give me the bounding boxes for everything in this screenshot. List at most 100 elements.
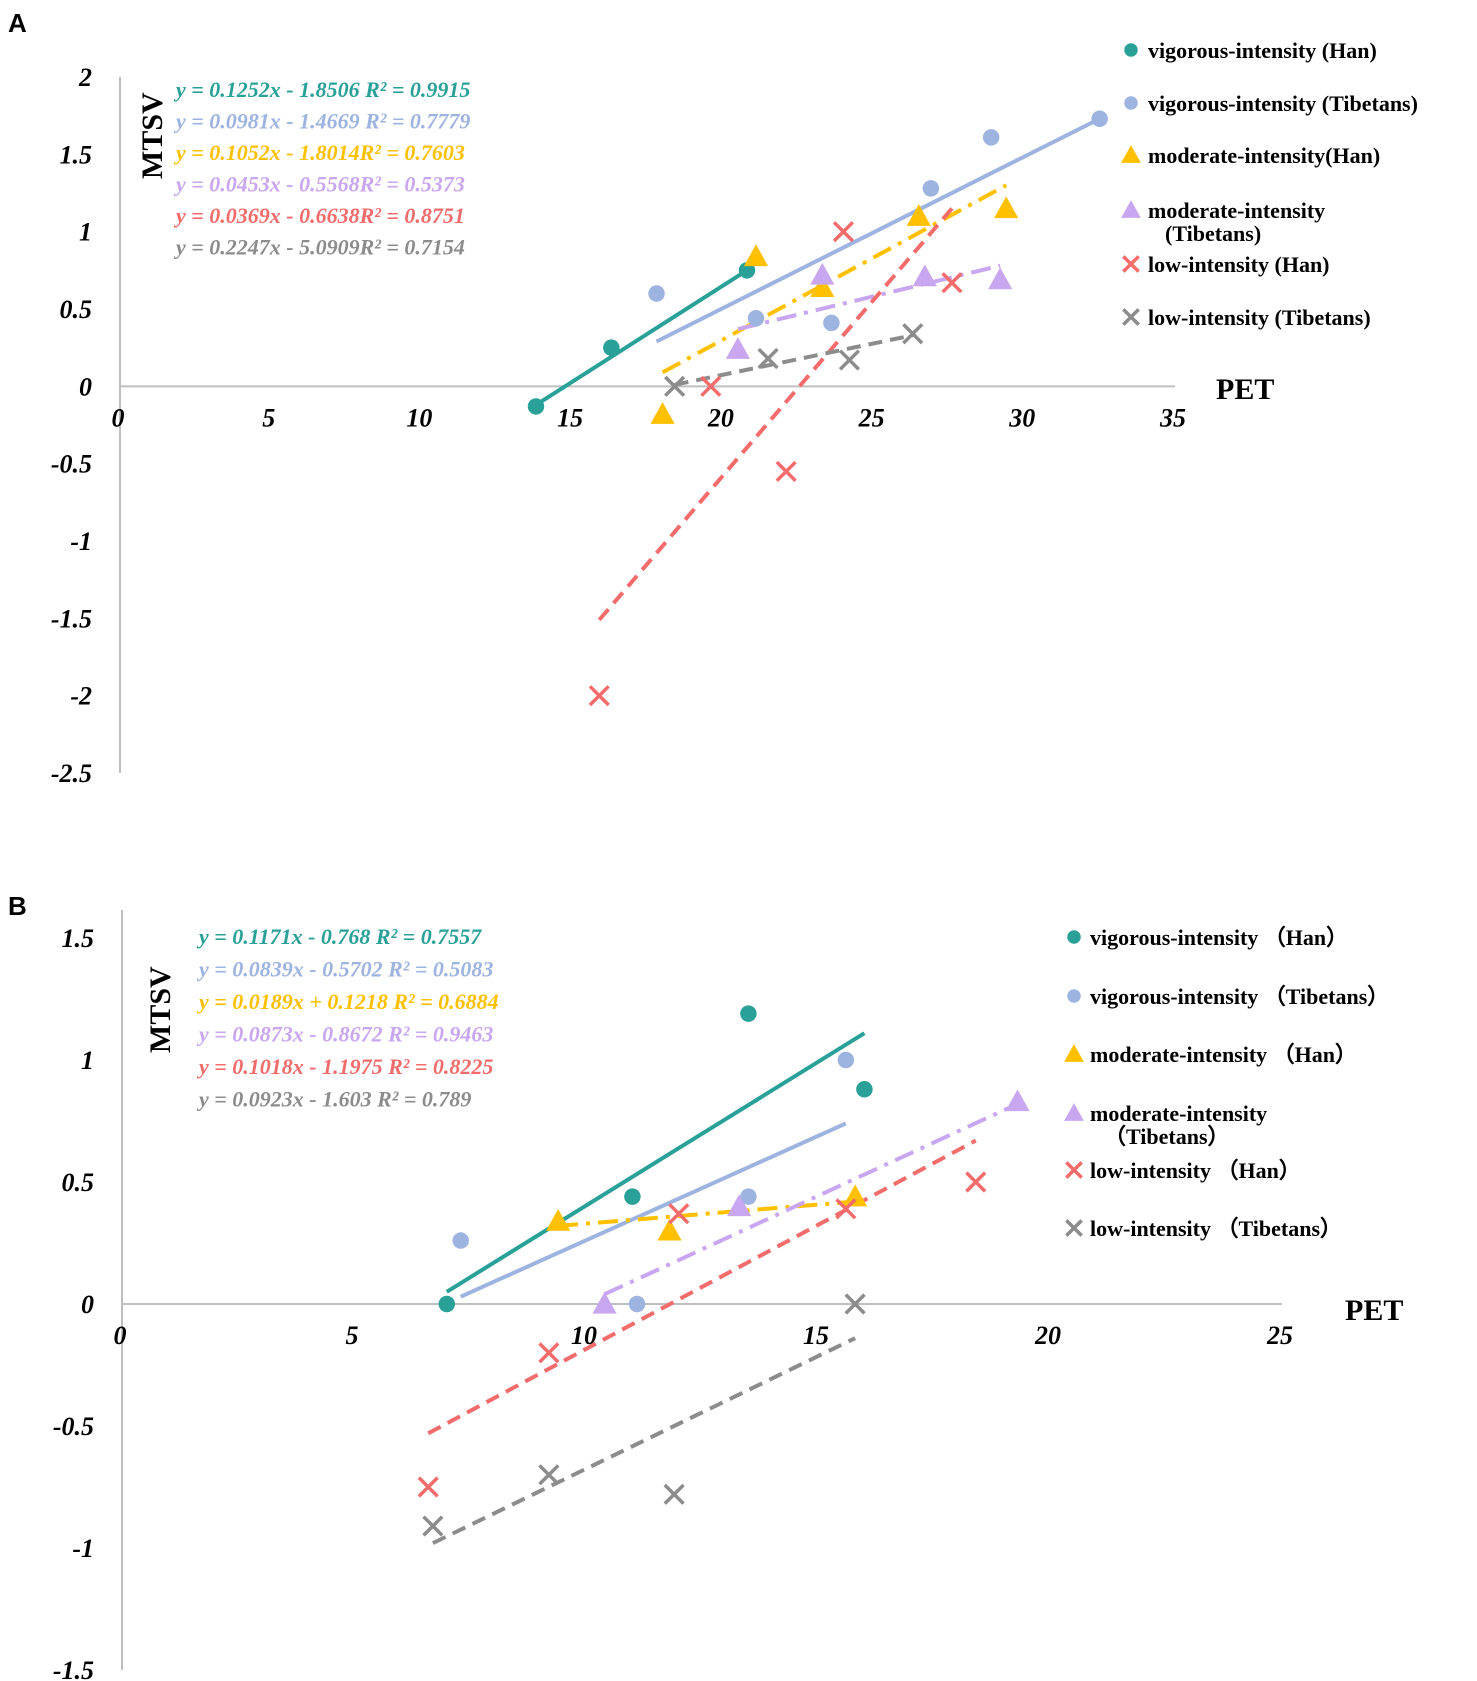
y-tick-label: -1: [70, 527, 92, 556]
y-tick-label: -1.5: [53, 1656, 94, 1681]
legend-label-continued: (Tibetans): [1165, 221, 1261, 246]
data-point-series-2: [628, 1295, 646, 1313]
data-point-series-5: [700, 375, 722, 397]
data-point-series-4: [988, 267, 1013, 290]
trendline-equation: y = 0.0873x - 0.8672 R² = 0.9463: [196, 1022, 493, 1047]
data-point-series-4: [912, 264, 937, 287]
trendline-equation: y = 0.2247x - 5.0909R² = 0.7154: [173, 235, 465, 260]
data-point-series-3: [546, 1208, 571, 1231]
data-point-series-2: [1091, 110, 1108, 128]
trendline-equation: y = 0.1052x - 1.8014R² = 0.7603: [173, 140, 465, 165]
legend-marker: [1067, 989, 1081, 1003]
legend-label: moderate-intensity: [1090, 1101, 1267, 1126]
data-point-series-2: [922, 180, 940, 197]
data-point-series-3: [657, 1218, 682, 1241]
data-point-series-3: [810, 275, 835, 298]
legend-label: moderate-intensity: [1148, 198, 1325, 223]
data-point-series-1: [740, 1005, 757, 1022]
data-point-series-1: [527, 398, 545, 415]
legend-marker: [1067, 930, 1081, 944]
y-tick-label: 1.5: [60, 140, 93, 169]
trendline-equation: y = 0.0981x - 1.4669 R² = 0.7779: [173, 109, 470, 134]
data-point-series-5: [417, 1476, 439, 1498]
legend-label: moderate-intensity （Han）: [1090, 1042, 1357, 1067]
data-point-series-4: [725, 337, 751, 359]
legend-marker: [1124, 96, 1138, 110]
data-point-series-6: [757, 347, 779, 370]
trendline-equation: y = 0.1252x - 1.8506 R² = 0.9915: [173, 77, 470, 102]
trendline-series-1: [445, 1031, 866, 1294]
trendline-series-2: [655, 116, 1101, 344]
y-tick-label: 1: [81, 1046, 94, 1075]
y-tick-label: 2: [78, 63, 92, 92]
y-tick-label: 0.5: [60, 295, 93, 324]
data-point-series-2: [452, 1232, 469, 1249]
chart-panel-a: PET MTSV 0 5 10 15 20 25 30 35 2 1.5 1 0.5 0 -0.5 -1 -1…: [51, 38, 1418, 788]
panel-b-label: B: [8, 891, 27, 921]
data-point-series-1: [738, 262, 756, 279]
trendline-series-5: [427, 1138, 977, 1436]
x-tick-label: 15: [803, 1321, 829, 1350]
legend-marker: [1122, 255, 1140, 273]
x-tick-label: 15: [557, 403, 583, 432]
data-point-series-1: [603, 339, 620, 356]
legend-label: vigorous-intensity (Tibetans): [1148, 91, 1418, 116]
trendline-equation: y = 0.0453x - 0.5568R² = 0.5373: [173, 172, 465, 197]
data-point-series-2: [747, 310, 765, 327]
y-tick-label: -2.5: [51, 759, 92, 788]
data-point-series-3: [650, 402, 675, 424]
data-point-series-5: [835, 1198, 857, 1220]
data-point-series-5: [832, 221, 855, 243]
data-point-series-1: [438, 1295, 456, 1313]
legend-marker: [1065, 1219, 1083, 1237]
x-tick-label: 10: [406, 403, 432, 432]
data-point-series-2: [648, 285, 665, 302]
trendline-series-4: [737, 263, 1001, 332]
legend-label-continued: （Tibetans）: [1104, 1124, 1230, 1149]
data-point-series-5: [588, 685, 610, 707]
y-tick-label: -2: [70, 682, 92, 711]
data-point-series-3: [743, 244, 769, 267]
x-axis-title-b: PET: [1345, 1294, 1403, 1327]
y-axis-title-b: MTSV: [144, 966, 177, 1053]
data-point-series-4: [592, 1291, 617, 1314]
trendline-equation: y = 0.0923x - 1.603 R² = 0.789: [196, 1087, 471, 1112]
x-tick-label: 20: [707, 403, 734, 432]
legend-marker: [1064, 1103, 1084, 1121]
data-point-series-5: [965, 1171, 987, 1193]
data-point-series-3: [843, 1184, 868, 1207]
legend-label: low-intensity (Tibetans): [1148, 305, 1371, 330]
data-point-series-6: [844, 1293, 866, 1315]
data-point-series-1: [856, 1081, 873, 1098]
x-tick-label: 20: [1034, 1321, 1061, 1350]
y-tick-label: -1.5: [51, 604, 92, 633]
data-point-series-2: [740, 1188, 757, 1205]
legend-label: low-intensity （Tibetans）: [1090, 1216, 1342, 1241]
data-point-series-5: [775, 460, 797, 482]
data-point-series-6: [538, 1464, 560, 1486]
legend-marker: [1122, 308, 1140, 326]
y-tick-label: 1: [79, 218, 92, 247]
trendline-series-3: [557, 1199, 856, 1228]
y-tick-label: -0.5: [51, 450, 92, 479]
legend-marker: [1121, 200, 1141, 218]
x-tick-label: 25: [858, 403, 885, 432]
legend-label: low-intensity （Han）: [1090, 1158, 1301, 1183]
trendline-series-2: [459, 1121, 847, 1299]
trendline-series-1: [534, 268, 749, 407]
y-tick-label: 0: [81, 1290, 94, 1319]
data-point-series-6: [664, 375, 686, 397]
legend-marker: [1064, 1044, 1084, 1062]
trendline-equation: y = 0.0189x + 0.1218 R² = 0.6884: [196, 989, 499, 1014]
x-tick-label: 0: [112, 403, 125, 432]
data-point-series-2: [823, 314, 840, 332]
data-point-series-4: [727, 1194, 752, 1217]
x-tick-label: 25: [1266, 1321, 1293, 1350]
data-point-series-6: [902, 323, 924, 345]
data-point-series-4: [810, 262, 835, 285]
data-point-series-6: [838, 349, 861, 371]
legend-label: vigorous-intensity （Tibetans）: [1090, 984, 1389, 1009]
y-tick-label: 0: [79, 372, 92, 401]
y-axis-title-a: MTSV: [136, 92, 169, 179]
legend-label: vigorous-intensity （Han）: [1090, 925, 1348, 950]
